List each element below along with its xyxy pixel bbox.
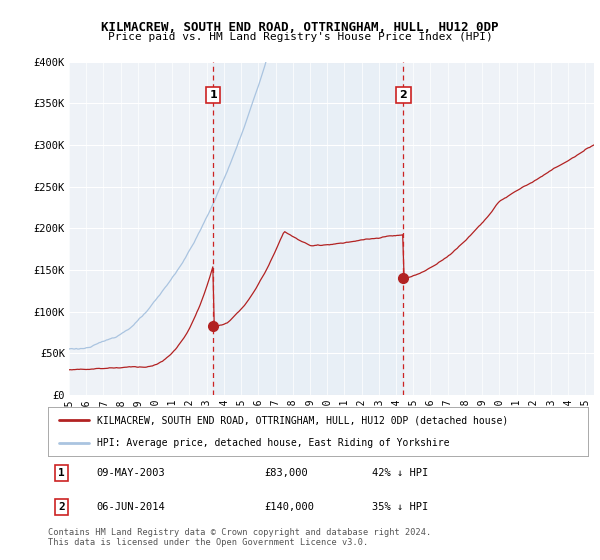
Text: KILMACREW, SOUTH END ROAD, OTTRINGHAM, HULL, HU12 0DP (detached house): KILMACREW, SOUTH END ROAD, OTTRINGHAM, H… (97, 416, 508, 426)
Text: £140,000: £140,000 (264, 502, 314, 512)
Text: £83,000: £83,000 (264, 468, 308, 478)
Text: KILMACREW, SOUTH END ROAD, OTTRINGHAM, HULL, HU12 0DP: KILMACREW, SOUTH END ROAD, OTTRINGHAM, H… (101, 21, 499, 34)
Bar (213, 62, 403, 395)
Text: Price paid vs. HM Land Registry's House Price Index (HPI): Price paid vs. HM Land Registry's House … (107, 32, 493, 43)
Text: Contains HM Land Registry data © Crown copyright and database right 2024.: Contains HM Land Registry data © Crown c… (48, 528, 431, 537)
Text: 06-JUN-2014: 06-JUN-2014 (97, 502, 166, 512)
Text: 2: 2 (58, 502, 65, 512)
Text: HPI: Average price, detached house, East Riding of Yorkshire: HPI: Average price, detached house, East… (97, 438, 449, 448)
Text: 2: 2 (400, 90, 407, 100)
Text: 1: 1 (209, 90, 217, 100)
Text: This data is licensed under the Open Government Licence v3.0.: This data is licensed under the Open Gov… (48, 538, 368, 547)
Text: 09-MAY-2003: 09-MAY-2003 (97, 468, 166, 478)
Text: 35% ↓ HPI: 35% ↓ HPI (372, 502, 428, 512)
Text: 1: 1 (58, 468, 65, 478)
Text: 42% ↓ HPI: 42% ↓ HPI (372, 468, 428, 478)
